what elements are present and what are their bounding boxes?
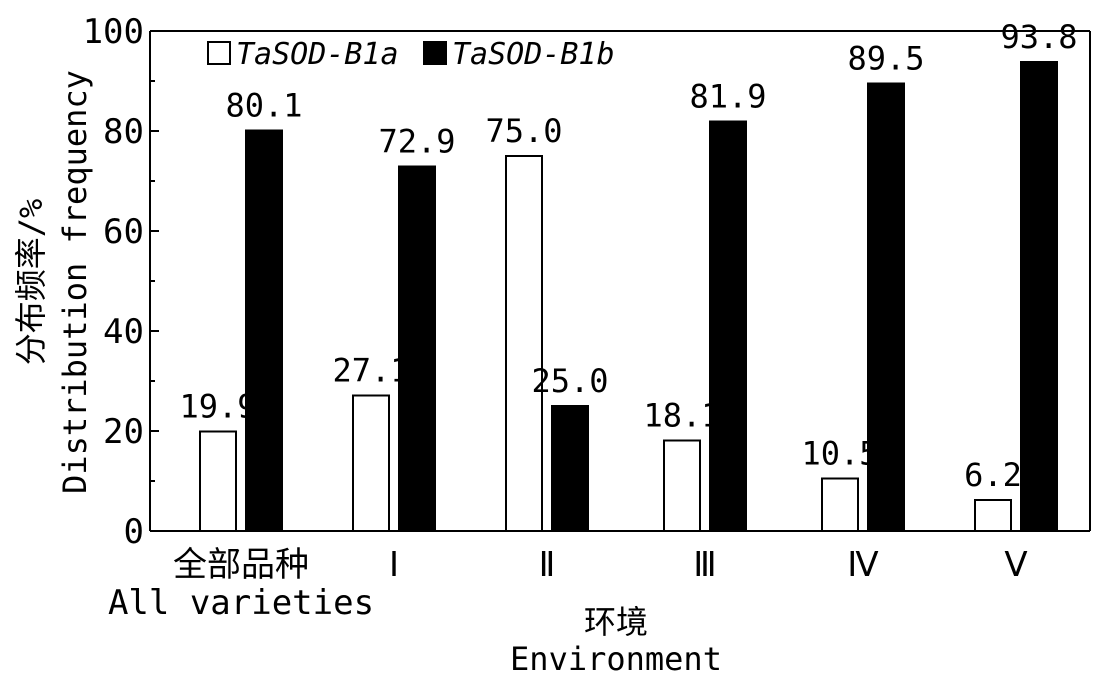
bar-tasod-b1a-1 <box>352 394 390 532</box>
data-label: 10.5 <box>801 435 878 473</box>
legend-label: TaSOD-B1a <box>236 37 399 72</box>
data-label: 72.9 <box>378 123 455 161</box>
bar-tasod-b1b-1 <box>398 165 436 532</box>
x-category-label: Ⅴ <box>1004 545 1027 585</box>
chart-bars <box>199 61 1058 532</box>
bar-tasod-b1a-0 <box>199 430 237 532</box>
x-category-label: Ⅳ <box>847 545 879 585</box>
x-category-label-en: All varieties <box>108 583 374 623</box>
data-label: 6.2 <box>964 456 1022 494</box>
data-label: 75.0 <box>485 112 562 150</box>
legend-swatch <box>423 41 447 65</box>
bar-tasod-b1a-4 <box>821 477 859 532</box>
bar-tasod-b1a-2 <box>505 155 543 532</box>
chart-legend: TaSOD-B1a TaSOD-B1b <box>207 37 615 72</box>
x-category-label: Ⅱ <box>539 545 556 585</box>
y-tick-label: 100 <box>83 12 144 52</box>
y-tick-label: 0 <box>124 512 144 552</box>
y-tick-label: 20 <box>103 412 144 452</box>
bar-tasod-b1a-3 <box>663 439 701 532</box>
data-label: 27.1 <box>332 352 409 390</box>
y-axis-title-en: Distribution frequency <box>56 70 94 494</box>
legend-swatch <box>207 41 231 65</box>
data-label: 89.5 <box>847 40 924 78</box>
data-label: 81.9 <box>689 78 766 116</box>
bar-tasod-b1b-2 <box>551 405 589 532</box>
data-label: 25.0 <box>531 362 608 400</box>
data-label: 19.9 <box>179 388 256 426</box>
bar-tasod-b1a-5 <box>974 499 1012 532</box>
data-label: 18.1 <box>643 397 720 435</box>
chart-data-labels: 19.9 27.1 75.0 18.1 10.5 6.2 80.1 72.9 25.0 81.9 8… <box>179 18 1077 494</box>
data-label: 93.8 <box>1000 18 1077 56</box>
y-tick-label: 80 <box>103 112 144 152</box>
y-tick-label: 40 <box>103 312 144 352</box>
y-tick-label: 60 <box>103 212 144 252</box>
data-label: 80.1 <box>225 87 302 125</box>
x-category-label: Ⅰ <box>389 545 399 585</box>
bar-tasod-b1b-3 <box>709 120 747 532</box>
x-category-label: 全部品种 <box>173 545 309 585</box>
legend-label: TaSOD-B1b <box>452 37 615 72</box>
y-axis-title-cn: 分布频率/% <box>12 199 50 366</box>
bar-tasod-b1b-4 <box>867 82 905 532</box>
bar-tasod-b1b-0 <box>245 129 283 532</box>
x-axis-title-en: Environment <box>510 640 722 678</box>
x-category-label: Ⅲ <box>693 545 716 585</box>
x-axis-title-cn: 环境 <box>584 603 648 641</box>
bar-tasod-b1b-5 <box>1020 61 1058 532</box>
